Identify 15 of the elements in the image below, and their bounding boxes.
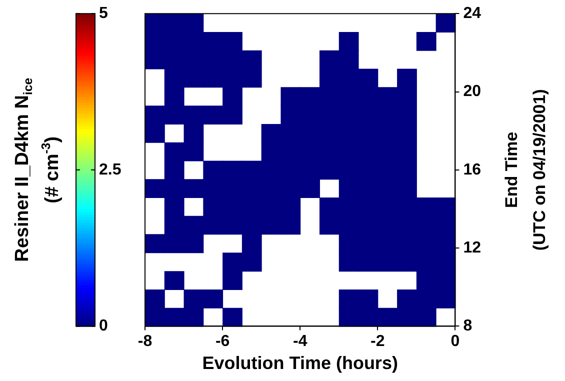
y-tick-label: 16 [463, 161, 482, 178]
y-tick-label: 24 [463, 5, 482, 22]
color-bar-label: 5 [99, 5, 108, 22]
x-tick-label: -6 [215, 333, 230, 350]
y-tick-label: 12 [463, 239, 482, 256]
x-tick-label: -2 [370, 333, 385, 350]
x-tick-label: -8 [138, 333, 152, 350]
y-tick-label: 20 [463, 83, 482, 100]
y-axis-title: End Time (UTC on 04/19/2001) [502, 89, 549, 251]
x-tick-label: -4 [292, 333, 308, 350]
color-bar-label: 0 [99, 318, 108, 335]
x-axis-title: Evolution Time (hours) [202, 353, 398, 374]
color-bar-label: 2.5 [99, 161, 122, 178]
y-tick-label: 8 [463, 318, 472, 335]
x-tick-label: 0 [450, 333, 460, 350]
